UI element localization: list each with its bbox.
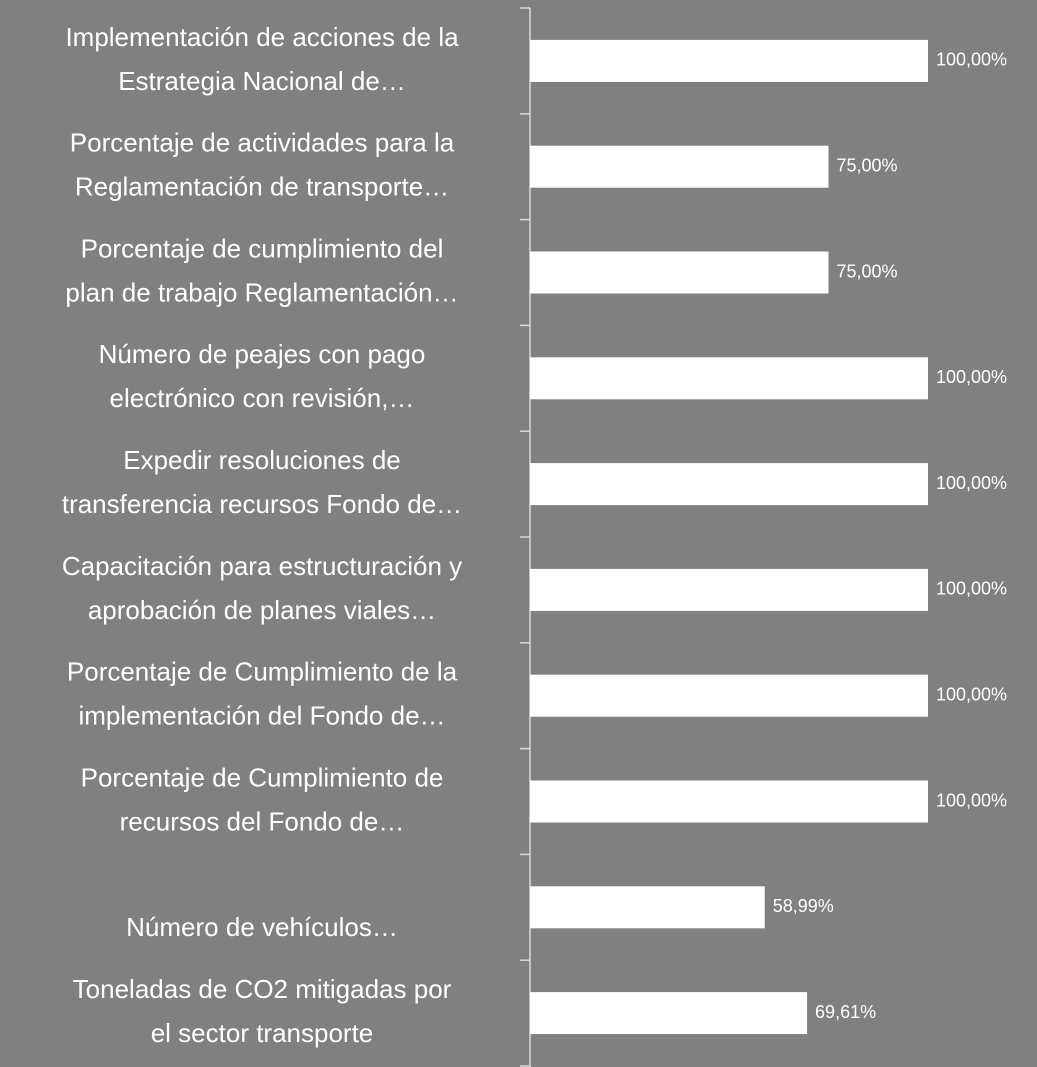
value-label: 100,00% [936,684,1007,704]
bar [530,463,928,506]
bar [530,568,928,611]
category-label: implementación del Fondo de… [78,701,445,731]
value-label: 75,00% [837,261,898,281]
category-label: transferencia recursos Fondo de… [62,489,462,519]
category-label: Reglamentación de transporte… [75,172,449,202]
category-label: Porcentaje de cumplimiento del [81,233,444,263]
value-label: 75,00% [837,155,898,175]
category-label: Toneladas de CO2 mitigadas por [73,974,452,1004]
value-label: 58,99% [773,896,834,916]
value-label: 69,61% [815,1002,876,1022]
category-label: Capacitación para estructuración y [62,551,462,581]
bar [530,251,829,294]
bar [530,780,928,823]
category-label: Porcentaje de actividades para la [70,128,455,158]
bar [530,39,928,82]
category-label: Expedir resoluciones de [123,445,401,475]
category-label: electrónico con revisión,… [110,383,415,413]
bar [530,674,928,717]
value-label: 100,00% [936,367,1007,387]
category-label: Implementación de acciones de la [65,22,459,52]
bar [530,992,808,1035]
value-label: 100,00% [936,579,1007,599]
bar [530,357,928,400]
value-label: 100,00% [936,790,1007,810]
bar [530,145,829,188]
bar [530,886,765,929]
category-label: Estrategia Nacional de… [118,66,406,96]
category-label: aprobación de planes viales… [88,595,436,625]
category-label: Número de peajes con pago [99,339,426,369]
value-label: 100,00% [936,50,1007,70]
category-label: recursos del Fondo de… [120,806,405,836]
category-label: Porcentaje de Cumplimiento de [81,762,444,792]
value-label: 100,00% [936,473,1007,493]
category-label: plan de trabajo Reglamentación… [65,277,458,307]
category-label: el sector transporte [151,1018,374,1048]
category-label: Porcentaje de Cumplimiento de la [67,657,458,687]
category-label: Número de vehículos… [126,912,398,942]
